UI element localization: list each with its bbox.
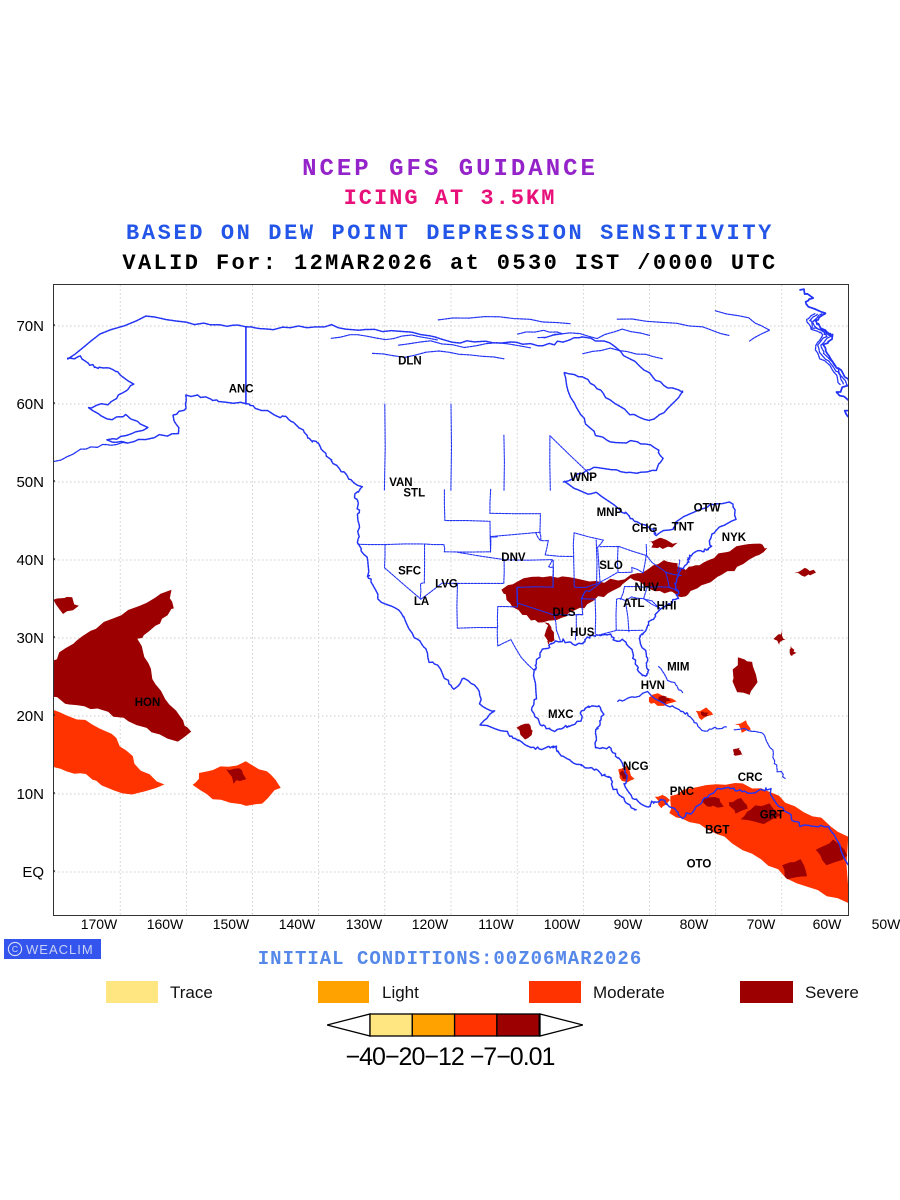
svg-text:HON: HON [135, 697, 161, 709]
svg-text:NYK: NYK [722, 532, 747, 544]
svg-text:WNP: WNP [570, 472, 597, 484]
svg-text:BGT: BGT [705, 825, 729, 837]
svg-text:GRT: GRT [760, 810, 784, 822]
svg-text:SLO: SLO [599, 560, 623, 572]
svg-text:ANC: ANC [229, 384, 254, 396]
svg-text:OTO: OTO [687, 858, 712, 870]
svg-text:TNT: TNT [672, 521, 694, 533]
svg-text:NHV: NHV [635, 582, 660, 594]
svg-text:CHG: CHG [632, 523, 658, 535]
svg-text:HUS: HUS [570, 627, 595, 639]
svg-text:CRC: CRC [738, 772, 763, 784]
svg-text:ATL: ATL [623, 598, 645, 610]
svg-text:MNP: MNP [597, 507, 623, 519]
svg-text:SFC: SFC [398, 565, 421, 577]
svg-text:OTW: OTW [694, 503, 721, 515]
svg-text:DLN: DLN [398, 355, 422, 367]
svg-text:LVG: LVG [435, 579, 458, 591]
svg-text:MXC: MXC [548, 709, 574, 721]
svg-text:NCG: NCG [623, 761, 649, 773]
svg-text:HVN: HVN [641, 680, 665, 692]
svg-text:PNC: PNC [670, 786, 694, 798]
svg-text:MIM: MIM [667, 662, 689, 674]
svg-text:HHI: HHI [657, 601, 677, 613]
svg-text:DNV: DNV [501, 552, 526, 564]
svg-text:DLS: DLS [553, 607, 576, 619]
svg-text:LA: LA [414, 596, 429, 608]
svg-text:STL: STL [403, 488, 425, 500]
